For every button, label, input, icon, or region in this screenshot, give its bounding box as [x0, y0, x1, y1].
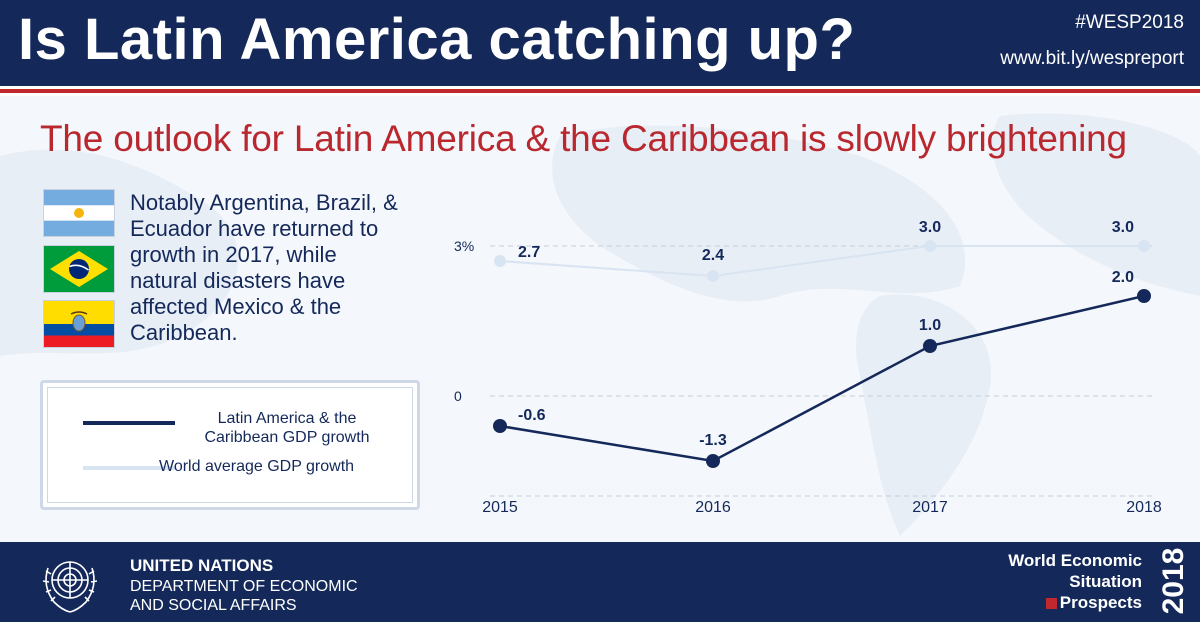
data-label-world-2015: 2.7 — [518, 244, 540, 261]
x-tick-label-2: 2017 — [912, 499, 948, 516]
chart-legend: Latin America & the Caribbean GDP growth… — [40, 380, 420, 510]
report-title: World Economic Situation Prospects — [1008, 550, 1142, 613]
report-title-line1: World Economic — [1008, 551, 1142, 570]
un-department-line1: DEPARTMENT OF ECONOMIC — [130, 578, 358, 595]
data-label-latin-america-2017: 1.0 — [919, 317, 941, 334]
gdp-growth-line-chart: 3% 0 2015 2016 2017 2018 -0.6 -1.3 1.0 2.0 2.7 2.4 3… — [454, 219, 1162, 516]
x-tick-label-0: 2015 — [482, 499, 518, 516]
report-year-text: 2018 — [1157, 547, 1190, 615]
un-department-line2: AND SOCIAL AFFAIRS — [130, 597, 297, 614]
brazil-flag-icon — [44, 246, 114, 292]
subtitle: The outlook for Latin America & the Cari… — [40, 118, 1127, 159]
y-tick-label-1: 0 — [454, 388, 462, 404]
x-tick-label-1: 2016 — [695, 499, 731, 516]
argentina-flag-icon — [44, 190, 114, 236]
data-label-world-2017: 3.0 — [919, 219, 941, 236]
x-tick-label-3: 2018 — [1126, 499, 1162, 516]
footer-banner: UNITED NATIONS DEPARTMENT OF ECONOMIC AN… — [0, 542, 1200, 622]
report-title-line2: Situation — [1069, 572, 1142, 591]
data-point-world-2015 — [494, 255, 506, 267]
report-title-line3: Prospects — [1059, 593, 1142, 612]
data-point-latin-america-2015 — [493, 419, 507, 433]
data-label-latin-america-2018: 2.0 — [1112, 269, 1134, 286]
data-point-world-2016 — [707, 270, 719, 282]
data-label-world-2016: 2.4 — [702, 247, 724, 264]
un-org-name: UNITED NATIONS — [130, 556, 274, 575]
report-link[interactable]: www.bit.ly/wespreport — [1000, 48, 1184, 69]
report-year: 2018 — [1154, 546, 1194, 616]
series-line-world — [499, 245, 1144, 278]
data-point-latin-america-2017 — [923, 339, 937, 353]
data-point-latin-america-2018 — [1137, 289, 1151, 303]
legend-swatch-world — [83, 466, 175, 470]
report-title-line3-wrap: Prospects — [1008, 592, 1142, 613]
data-point-latin-america-2016 — [706, 454, 720, 468]
page-title: Is Latin America catching up? — [18, 7, 856, 72]
data-point-world-2017 — [924, 240, 936, 252]
un-emblem-icon — [34, 546, 106, 623]
and-mark-icon — [1045, 598, 1057, 610]
header-divider — [0, 86, 1200, 96]
data-label-latin-america-2016: -1.3 — [699, 432, 727, 449]
ecuador-flag-icon — [44, 301, 114, 347]
data-label-world-2018: 3.0 — [1112, 219, 1134, 236]
legend-swatch-latin-america — [83, 421, 175, 425]
legend-label-latin-america: Latin America & the Caribbean GDP growth — [204, 410, 370, 446]
un-department: DEPARTMENT OF ECONOMIC AND SOCIAL AFFAIR… — [130, 577, 358, 615]
header-banner: Is Latin America catching up? #WESP2018 … — [0, 0, 1200, 86]
y-tick-label-0: 3% — [454, 238, 474, 254]
hashtag: #WESP2018 — [1075, 12, 1184, 33]
data-label-latin-america-2015: -0.6 — [518, 407, 546, 424]
series-line-latin-america — [499, 294, 1145, 463]
legend-label-world: World average GDP growth — [159, 458, 355, 475]
country-note: Notably Argentina, Brazil, & Ecuador hav… — [130, 190, 398, 345]
data-point-world-2018 — [1138, 240, 1150, 252]
